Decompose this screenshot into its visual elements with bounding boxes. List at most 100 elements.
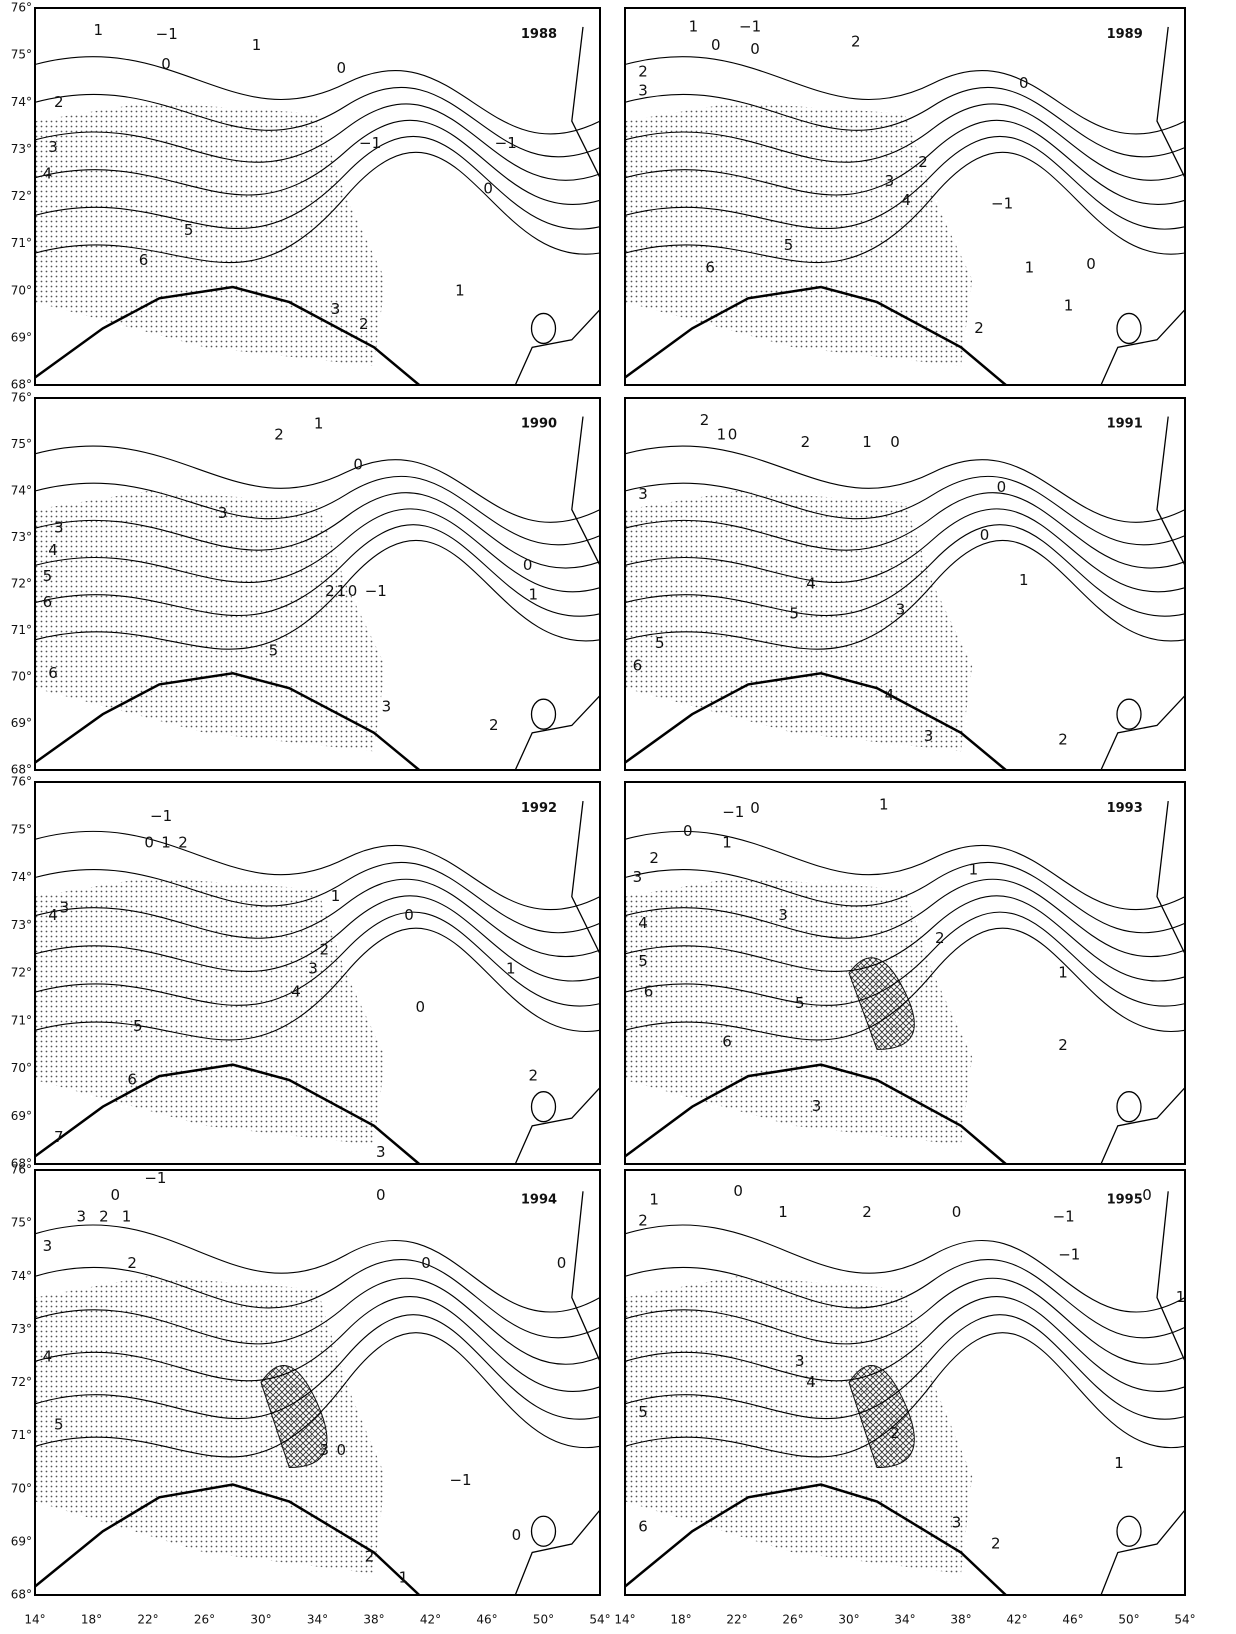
contour-label: 0	[512, 1526, 522, 1544]
contour-label: 3	[952, 1513, 962, 1531]
longitude-label: 38°	[950, 1613, 971, 1627]
contour-label: 2	[529, 1067, 539, 1085]
longitude-label: 50°	[533, 1613, 554, 1627]
contour-label: 1	[336, 582, 346, 600]
contour-label: 0	[404, 906, 414, 924]
contour-label: 1	[455, 281, 465, 299]
year-label: 1989	[1107, 27, 1143, 42]
contour-label: 6	[638, 1518, 648, 1536]
latitude-label: 75°	[11, 437, 32, 451]
contour-label: −1	[150, 807, 172, 825]
year-label: 1994	[521, 1192, 557, 1207]
contour-label: 0	[733, 1182, 743, 1200]
contour-label: 3	[795, 1352, 805, 1370]
latitude-label: 68°	[11, 378, 32, 392]
contour-label: 0	[523, 556, 533, 574]
contour-label: 2	[649, 849, 659, 867]
latitude-label: 76°	[11, 1, 32, 15]
contour-label: 1	[862, 433, 872, 451]
map-panel: 19940−1321320004530−102176°75°74°73°72°7…	[11, 1163, 600, 1602]
contour-label: 2	[638, 1212, 648, 1230]
contour-label: 1	[1176, 1288, 1186, 1306]
latitude-label: 74°	[11, 870, 32, 884]
contour-label: 0	[750, 799, 760, 817]
contour-label: 3	[778, 906, 788, 924]
contour-label: −1	[359, 134, 381, 152]
coastline	[515, 801, 600, 1164]
latitude-label: 71°	[11, 1013, 32, 1027]
latitude-label: 72°	[11, 1375, 32, 1389]
map-panel: 19881−1010234−1−105631276°75°74°73°72°71…	[11, 1, 600, 392]
contour-label: 5	[133, 1017, 143, 1035]
contour-label: 3	[924, 727, 934, 745]
contour-label: 2	[365, 1547, 375, 1565]
longitude-label: 14°	[24, 1613, 45, 1627]
contour-label: 0	[483, 179, 493, 197]
latitude-label: 69°	[11, 1109, 32, 1123]
latitude-label: 71°	[11, 623, 32, 637]
contour-label: 0	[557, 1254, 567, 1272]
contour-label: 5	[269, 641, 279, 659]
contour-label: 0	[421, 1254, 431, 1272]
contour-label: −1	[365, 582, 387, 600]
contour-label: 0	[890, 433, 900, 451]
contour-label: −1	[1053, 1207, 1075, 1225]
island	[1117, 1092, 1141, 1122]
contour-label: 4	[43, 164, 53, 182]
year-label: 1993	[1107, 801, 1143, 816]
contour-label: 2	[890, 1424, 900, 1442]
contour-label: 4	[43, 1348, 53, 1366]
contour-label: 1	[717, 426, 727, 444]
contour-label: −1	[495, 134, 517, 152]
latitude-label: 73°	[11, 530, 32, 544]
latitude-label: 74°	[11, 95, 32, 109]
contour-label: 4	[638, 914, 648, 932]
longitude-label: 34°	[307, 1613, 328, 1627]
contour-label: −1	[449, 1471, 471, 1489]
longitude-label: 30°	[838, 1613, 859, 1627]
contour-label: 1	[689, 17, 699, 35]
contour-label: 2	[638, 63, 648, 81]
contour-label: 3	[896, 601, 906, 619]
contour-label: 2	[359, 315, 369, 333]
contour-label: 4	[806, 1373, 816, 1391]
longitude-label: 26°	[194, 1613, 215, 1627]
longitude-label: 50°	[1118, 1613, 1139, 1627]
latitude-label: 71°	[11, 1428, 32, 1442]
latitude-label: 73°	[11, 918, 32, 932]
contour-label: 0	[353, 455, 363, 473]
longitude-label: 54°	[1174, 1613, 1195, 1627]
contour-label: −1	[1058, 1246, 1080, 1264]
contour-label: 0	[110, 1186, 120, 1204]
year-label: 1992	[521, 801, 557, 816]
contour-label: 1	[161, 834, 171, 852]
latitude-label: 74°	[11, 1269, 32, 1283]
contour-label: 1	[331, 887, 341, 905]
contour-label: 2	[274, 426, 284, 444]
contour-label: 2	[178, 834, 188, 852]
latitude-label: 70°	[11, 283, 32, 297]
contour-label: 6	[48, 664, 58, 682]
latitude-label: 70°	[11, 1481, 32, 1495]
island	[1117, 313, 1141, 343]
contour-label: 1	[1025, 259, 1035, 277]
contour-label: 3	[60, 899, 70, 917]
contour-label: 5	[789, 604, 799, 622]
contour-label: 0	[161, 55, 171, 73]
contour-label: 1	[722, 834, 732, 852]
contour-label: 1	[1058, 964, 1068, 982]
contour-label: −1	[739, 17, 761, 35]
latitude-label: 73°	[11, 142, 32, 156]
contour-label: 1	[314, 415, 324, 433]
contour-label: 1	[529, 586, 539, 604]
latitude-label: 70°	[11, 670, 32, 684]
shaded-area	[625, 1276, 972, 1574]
year-label: 1995	[1107, 1192, 1143, 1207]
latitude-label: 71°	[11, 236, 32, 250]
contour-label: 6	[722, 1032, 732, 1050]
longitude-label: 22°	[137, 1613, 158, 1627]
coastline	[515, 27, 600, 385]
longitude-label: 42°	[420, 1613, 441, 1627]
